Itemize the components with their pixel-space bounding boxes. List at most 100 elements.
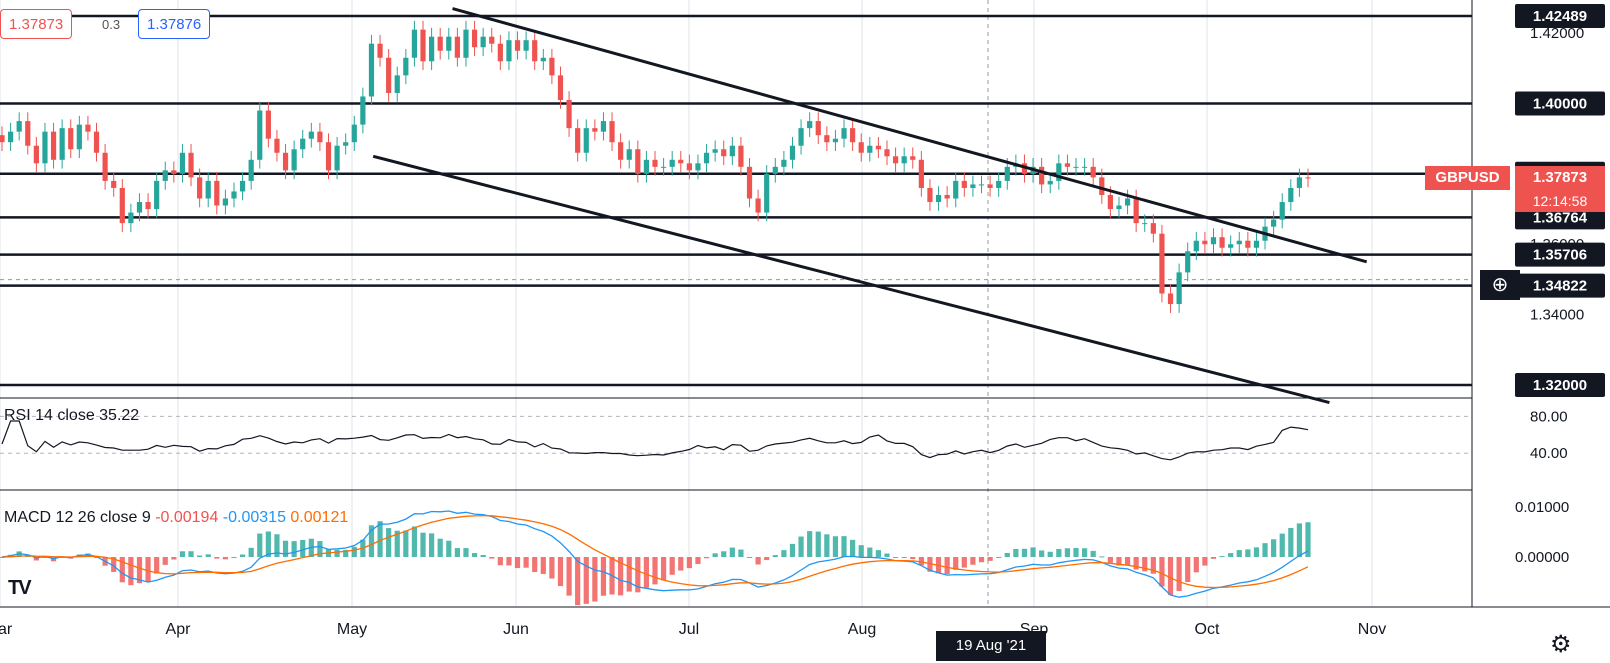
macd-histogram-bar bbox=[480, 554, 486, 557]
macd-histogram-bar bbox=[1021, 548, 1028, 557]
macd-histogram-bar bbox=[961, 557, 967, 568]
trendline bbox=[452, 7, 1368, 264]
candle-body bbox=[480, 36, 486, 48]
candle-body bbox=[978, 184, 985, 186]
macd-histogram-bar bbox=[1142, 557, 1148, 572]
candle-body bbox=[858, 142, 864, 153]
macd-histogram-bar bbox=[1064, 548, 1071, 557]
macd-histogram-bar bbox=[1013, 548, 1019, 557]
rsi-tick-label: 40.00 bbox=[1530, 445, 1568, 462]
candle-body bbox=[1099, 177, 1105, 195]
macd-histogram-bar bbox=[162, 557, 168, 565]
candle-body bbox=[532, 40, 538, 62]
time-axis[interactable]: ar Apr May Jun Jul Aug Sep Oct Nov bbox=[0, 621, 1386, 638]
candle-body bbox=[892, 156, 899, 164]
macd-histogram-bar bbox=[1004, 552, 1010, 557]
macd-histogram-bar bbox=[1236, 550, 1242, 557]
macd-histogram-bar bbox=[506, 557, 512, 566]
macd-histogram-bar bbox=[386, 528, 392, 557]
macd-legend-histogram: -0.00194 bbox=[155, 509, 223, 526]
macd-histogram-bar bbox=[231, 557, 237, 558]
candle-body bbox=[867, 145, 873, 153]
candle-body bbox=[145, 202, 151, 210]
macd-histogram-bar bbox=[317, 541, 323, 557]
candle-body bbox=[592, 128, 598, 132]
macd-histogram-bar bbox=[987, 557, 993, 561]
candle-body bbox=[686, 163, 692, 171]
candle-body bbox=[1064, 163, 1071, 167]
candle-body bbox=[403, 57, 409, 76]
candle-body bbox=[1305, 177, 1311, 179]
macd-histogram-bar bbox=[669, 557, 675, 575]
macd-histogram-bar bbox=[1030, 547, 1036, 557]
candle-body bbox=[514, 40, 521, 51]
crosshair-plus-icon[interactable]: ⊕ bbox=[1480, 270, 1520, 300]
candle-body bbox=[764, 173, 770, 213]
rsi-pane bbox=[0, 415, 1472, 461]
price-axis[interactable]: 1.340001.360001.380001.400001.420001.424… bbox=[1515, 3, 1605, 566]
macd-histogram-bar bbox=[549, 557, 555, 579]
level-tag-label: 1.32000 bbox=[1533, 377, 1587, 394]
macd-histogram-bar bbox=[1107, 557, 1113, 563]
macd-pane bbox=[0, 510, 1311, 606]
candle-body bbox=[50, 131, 57, 160]
macd-histogram-bar bbox=[1124, 557, 1131, 566]
settings-gear-icon[interactable]: ⚙ bbox=[1550, 631, 1572, 658]
candle-body bbox=[910, 156, 916, 160]
candle-body bbox=[824, 135, 830, 143]
macd-histogram-bar bbox=[1090, 550, 1096, 557]
candle-body bbox=[1159, 233, 1165, 294]
candle-body bbox=[454, 36, 460, 58]
macd-histogram-bar bbox=[970, 557, 976, 565]
rsi-legend: RSI 14 close 35.22 bbox=[4, 407, 139, 424]
macd-histogram-bar bbox=[583, 557, 589, 604]
candle-body bbox=[489, 36, 495, 44]
macd-histogram-bar bbox=[411, 526, 418, 557]
candle-body bbox=[188, 152, 194, 178]
candle-body bbox=[248, 159, 254, 181]
candle-body bbox=[660, 166, 667, 168]
candle-body bbox=[85, 124, 91, 132]
candle-body bbox=[1228, 244, 1234, 248]
tradingview-logo-icon[interactable]: TV bbox=[8, 577, 32, 599]
macd-histogram-bar bbox=[42, 557, 48, 558]
candle-body bbox=[712, 149, 718, 153]
candle-body bbox=[231, 191, 237, 199]
candle-body bbox=[471, 29, 478, 48]
macd-histogram-bar bbox=[592, 557, 598, 602]
macd-histogram-bar bbox=[197, 555, 203, 557]
candle-body bbox=[1090, 166, 1096, 178]
candle-body bbox=[583, 128, 589, 153]
candle-body bbox=[875, 145, 881, 150]
candle-body bbox=[42, 131, 48, 164]
candle-body bbox=[1219, 237, 1225, 248]
candle-body bbox=[351, 124, 357, 143]
candle-body bbox=[901, 156, 907, 164]
macd-histogram-bar bbox=[497, 557, 503, 566]
macd-histogram-bar bbox=[557, 557, 564, 587]
candle-body bbox=[703, 152, 710, 164]
sell-price-box[interactable]: 1.37873 bbox=[0, 9, 73, 39]
candle-body bbox=[669, 159, 675, 167]
candle-body bbox=[944, 194, 950, 199]
horizontal-levels bbox=[0, 14, 1472, 387]
macd-histogram-bar bbox=[600, 557, 607, 596]
level-tag-bg bbox=[1515, 273, 1605, 298]
candle-body bbox=[1004, 166, 1010, 181]
macd-histogram-bar bbox=[420, 532, 426, 557]
level-tag-label: 1.35706 bbox=[1533, 247, 1587, 264]
time-tick-label: Nov bbox=[1358, 621, 1386, 638]
crosshair-date-tag: 19 Aug '21 bbox=[936, 631, 1046, 661]
macd-histogram-bar bbox=[652, 557, 658, 585]
buy-price-box[interactable]: 1.37876 bbox=[138, 9, 211, 39]
macd-histogram-bar bbox=[214, 557, 220, 559]
level-tag-bg bbox=[1515, 91, 1605, 116]
candle-body bbox=[265, 110, 271, 139]
macd-histogram-bar bbox=[128, 557, 134, 586]
macd-histogram-bar bbox=[1150, 557, 1156, 574]
macd-histogram-bar bbox=[1305, 522, 1311, 557]
candle-body bbox=[729, 145, 735, 157]
macd-histogram-bar bbox=[832, 536, 839, 557]
candle-body bbox=[343, 142, 349, 146]
